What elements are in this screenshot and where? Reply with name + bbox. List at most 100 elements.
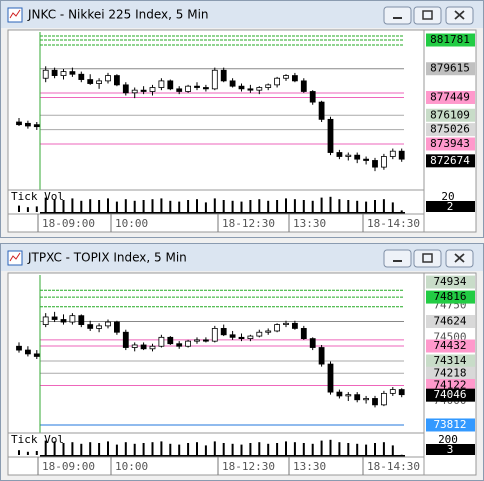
candle-body	[114, 321, 120, 333]
candle-body	[176, 88, 183, 92]
volume-bar	[329, 439, 332, 455]
candle-body	[194, 85, 200, 88]
price-label: 74314	[433, 354, 466, 367]
volume-last-label: 2	[447, 200, 454, 213]
candle-body	[167, 80, 174, 90]
time-label: 18-09:00	[42, 460, 95, 473]
volume-bar	[382, 442, 385, 455]
candle-body	[363, 158, 370, 161]
volume-bar	[204, 202, 207, 212]
volume-bar	[213, 441, 216, 455]
volume-panel-label: Tick Vol	[11, 190, 64, 203]
candle-body	[167, 336, 174, 345]
candle-body	[69, 315, 76, 323]
volume-bar	[124, 199, 127, 212]
candle-body	[318, 101, 325, 120]
volume-bar	[107, 441, 109, 455]
volume-bar	[187, 200, 190, 212]
volume-bar	[365, 444, 368, 455]
restore-button[interactable]	[413, 6, 442, 25]
price-label-box	[426, 315, 475, 329]
candle-body	[122, 331, 129, 348]
price-label: 74432	[433, 339, 466, 352]
time-label: 18-12:30	[222, 460, 275, 473]
price-label-box	[426, 339, 475, 353]
price-label: 74624	[433, 315, 466, 328]
candle-body	[300, 80, 307, 92]
candle-body	[247, 88, 254, 91]
volume-bar	[240, 444, 243, 455]
volume-bar	[71, 442, 74, 455]
volume-bar	[133, 443, 136, 455]
candle-body	[87, 79, 94, 84]
candle-body	[220, 328, 227, 336]
candle-body	[51, 316, 58, 320]
chart-area	[7, 29, 425, 191]
volume-bar	[356, 443, 359, 455]
volume-bar	[115, 444, 118, 455]
price-label-box	[426, 388, 475, 402]
volume-bar	[347, 200, 350, 212]
volume-bar	[196, 199, 198, 212]
price-label-box	[426, 275, 475, 289]
candle-body	[16, 345, 22, 351]
volume-last-label: 3	[447, 443, 454, 456]
candle-body	[345, 394, 352, 397]
volume-last-box	[426, 444, 475, 455]
volume-bar	[35, 206, 38, 212]
candle-body	[69, 71, 76, 75]
volume-bar	[338, 199, 341, 212]
candle-body	[60, 71, 67, 76]
candle-body	[398, 150, 405, 160]
volume-bar	[44, 197, 47, 212]
price-label: 74122	[433, 378, 466, 391]
candle-body	[265, 84, 272, 88]
candle-body	[42, 316, 49, 325]
restore-glyph	[422, 253, 433, 263]
candle-body	[398, 389, 405, 396]
volume-bar	[249, 443, 252, 455]
volume-bar	[231, 200, 234, 212]
volume-bar	[249, 200, 252, 212]
volume-bar	[276, 443, 279, 455]
volume-bar	[151, 199, 154, 212]
minimize-button[interactable]	[383, 6, 412, 25]
time-label: 18-14:30	[367, 460, 420, 473]
candle-body	[24, 349, 31, 355]
volume-bar	[142, 200, 145, 212]
candle-body	[78, 315, 85, 325]
volume-bar	[53, 441, 56, 455]
volume-bar	[35, 451, 38, 455]
app-icon-line	[9, 9, 21, 19]
candle-body	[149, 87, 156, 92]
close-glyph	[454, 253, 465, 263]
candle-body	[114, 75, 120, 86]
restore-button[interactable]	[413, 249, 442, 268]
volume-bar	[26, 207, 29, 212]
volume-bar	[62, 200, 65, 212]
minimize-button[interactable]	[383, 249, 412, 268]
time-label: 18-12:30	[222, 217, 275, 230]
volume-bar	[267, 200, 270, 212]
candle-body	[336, 152, 343, 157]
volume-bar	[258, 442, 261, 455]
candle-body	[220, 69, 227, 82]
volume-bar	[347, 443, 350, 455]
candle-body	[33, 124, 40, 128]
time-label: 13:30	[293, 460, 326, 473]
volume-bar	[374, 443, 376, 455]
price-label-box	[426, 418, 475, 432]
volume-bar	[196, 442, 198, 455]
candle-body	[229, 334, 236, 338]
volume-last-box	[426, 201, 475, 212]
volume-bar	[26, 451, 29, 455]
volume-bar	[293, 442, 296, 455]
candle-body	[211, 69, 218, 90]
volume-bar	[169, 443, 172, 455]
candle-body	[354, 394, 361, 401]
price-label-box	[426, 108, 475, 122]
minimize-glyph	[393, 17, 402, 19]
volume-bar	[204, 445, 207, 455]
volume-bar	[338, 442, 341, 455]
